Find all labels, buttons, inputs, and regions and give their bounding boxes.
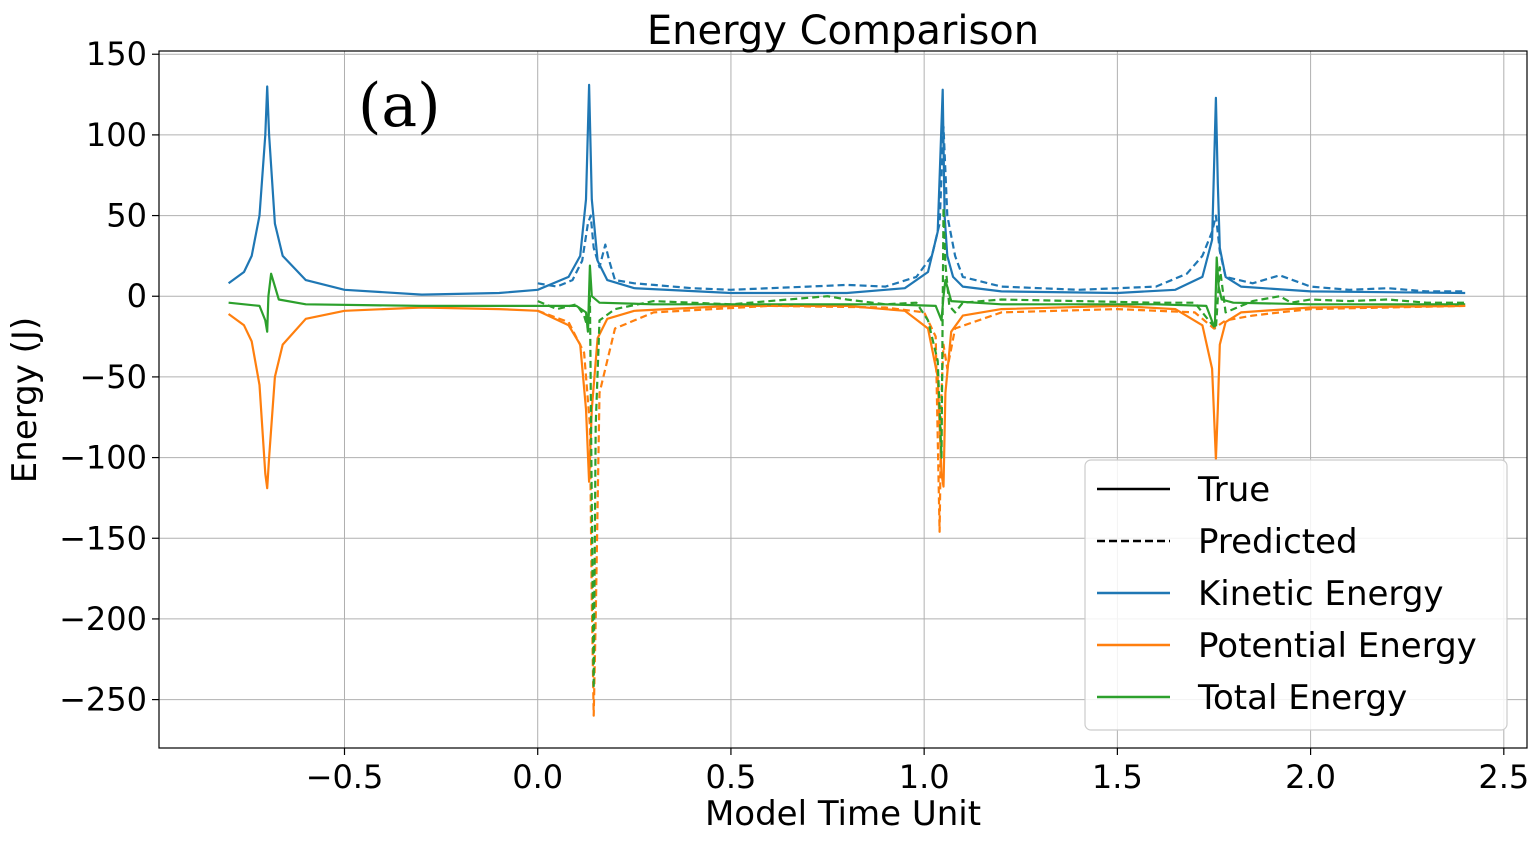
- y-axis-ticks: 150 100 50 0 −50 −100 −150 −200 −250: [59, 35, 159, 719]
- y-tick-label: −200: [59, 600, 147, 638]
- y-axis-label: Energy (J): [5, 317, 45, 483]
- plot-frame: [158, 50, 1528, 749]
- x-tick-label: 2.0: [1285, 758, 1336, 796]
- plot-series: [227, 83, 1466, 717]
- series-line-kinetic-energy: [227, 83, 1466, 296]
- y-tick-label: 100: [86, 116, 147, 154]
- y-tick-label: 50: [106, 197, 147, 235]
- x-tick-label: 0.0: [512, 758, 563, 796]
- legend-box: [1084, 459, 1508, 731]
- x-axis-ticks: −0.5 0.0 0.5 1.0 1.5 2.0 2.5: [306, 748, 1529, 796]
- x-tick-label: 0.5: [705, 758, 756, 796]
- y-tick-label: 150: [86, 35, 147, 73]
- legend-label: Predicted: [1198, 522, 1358, 562]
- legend-label: Potential Energy: [1198, 626, 1477, 666]
- series-line-potential-energy: [227, 304, 1466, 490]
- y-tick-label: −150: [59, 519, 147, 557]
- legend: True Predicted Kinetic Energy Potential Ene…: [1084, 459, 1508, 731]
- y-tick-label: −50: [79, 358, 147, 396]
- series-line-total-energy: [228, 256, 1466, 333]
- panel-annotation: (a): [358, 71, 441, 141]
- x-tick-label: −0.5: [306, 758, 384, 796]
- y-tick-label: −250: [59, 681, 147, 719]
- x-tick-label: 2.5: [1478, 758, 1529, 796]
- y-tick-label: 0: [127, 277, 147, 315]
- x-tick-label: 1.0: [899, 758, 950, 796]
- series-line-total-energy-predicted: [537, 206, 1466, 690]
- x-axis-label: Model Time Unit: [705, 794, 981, 834]
- chart-title: Energy Comparison: [647, 8, 1039, 54]
- legend-label: Total Energy: [1197, 678, 1407, 718]
- legend-label: True: [1197, 470, 1270, 510]
- legend-label: Kinetic Energy: [1198, 574, 1444, 614]
- x-tick-label: 1.5: [1092, 758, 1143, 796]
- series-line-kinetic-energy-predicted: [537, 125, 1466, 293]
- y-tick-label: −100: [59, 439, 147, 477]
- grid: [159, 51, 1527, 748]
